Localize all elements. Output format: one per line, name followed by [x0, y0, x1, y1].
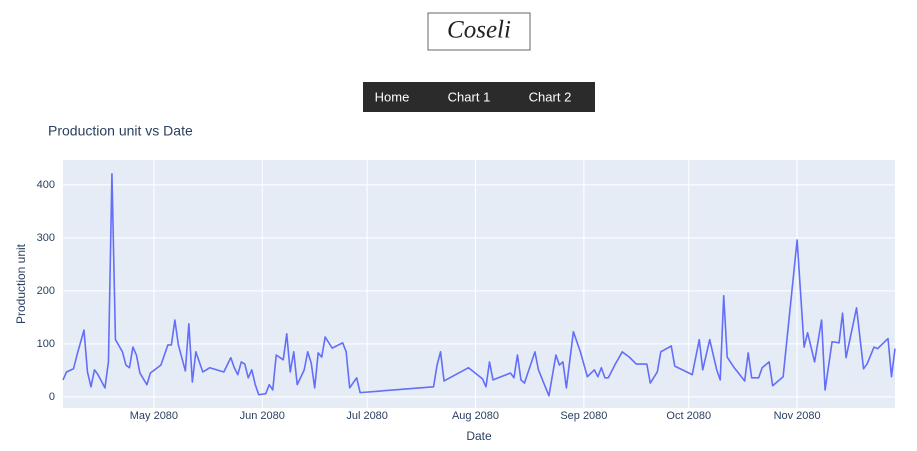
- chart-title: Production unit vs Date: [48, 123, 193, 139]
- y-tick-label: 300: [37, 232, 55, 244]
- logo: Coseli: [447, 17, 511, 44]
- nav-link[interactable]: Chart 1: [448, 89, 491, 104]
- y-tick-label: 0: [49, 391, 55, 403]
- nav-bar: [363, 82, 595, 112]
- x-tick-label: Aug 2080: [452, 410, 499, 422]
- y-tick-label: 100: [37, 338, 55, 350]
- x-axis-title: Date: [466, 429, 492, 443]
- x-tick-label: Jun 2080: [240, 410, 285, 422]
- y-tick-label: 200: [37, 285, 55, 297]
- nav-link[interactable]: Chart 2: [529, 89, 572, 104]
- nav-link[interactable]: Home: [375, 89, 410, 104]
- data-line: [62, 172, 896, 397]
- x-tick-label: Jul 2080: [346, 410, 388, 422]
- x-tick-label: May 2080: [130, 410, 178, 422]
- x-tick-label: Oct 2080: [666, 410, 711, 422]
- logo-box: [427, 12, 531, 51]
- x-tick-label: Sep 2080: [560, 410, 607, 422]
- y-tick-label: 400: [37, 179, 55, 191]
- x-tick-label: Nov 2080: [774, 410, 821, 422]
- y-axis-title: Production unit: [14, 243, 28, 324]
